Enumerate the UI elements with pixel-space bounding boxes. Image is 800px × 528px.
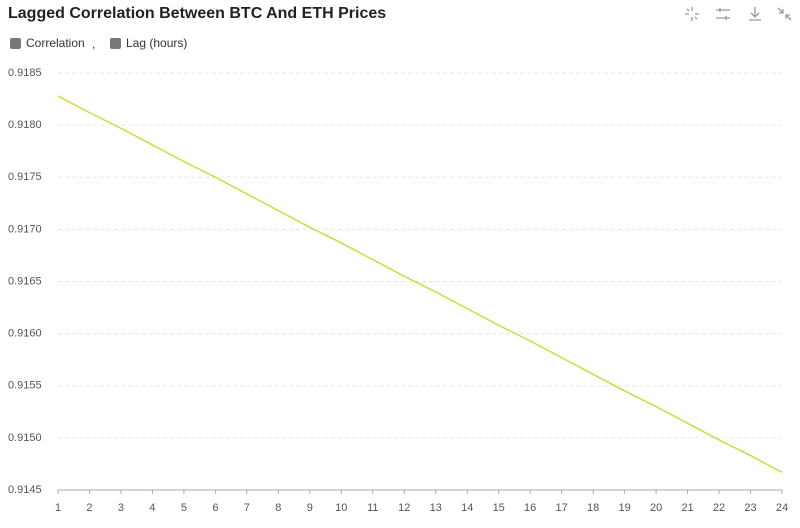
y-tick-label: 0.9145: [8, 484, 42, 496]
x-tick-label: 13: [430, 502, 442, 514]
x-tick-label: 19: [618, 502, 630, 514]
x-tick-label: 12: [398, 502, 410, 514]
collapse-icon[interactable]: [777, 7, 792, 21]
select-icon[interactable]: [685, 7, 699, 21]
legend-icon[interactable]: [10, 38, 21, 49]
x-tick-label: 17: [556, 502, 568, 514]
settings-tool[interactable]: [716, 8, 730, 20]
collapse-tool[interactable]: [777, 7, 792, 21]
legend-label[interactable]: Correlation: [26, 36, 85, 50]
x-tick-label: 20: [650, 502, 662, 514]
legend-separator: ,: [92, 37, 95, 51]
y-tick-label: 0.9185: [8, 67, 42, 79]
chart-title: Lagged Correlation Between BTC And ETH P…: [8, 5, 386, 22]
x-axis-label[interactable]: Lag (hours): [126, 36, 187, 50]
x-tick-label: 10: [335, 502, 347, 514]
select-tool[interactable]: [685, 7, 699, 21]
toolbar: [685, 7, 792, 21]
data-line: [57, 95, 783, 473]
x-tick-label: 14: [461, 502, 473, 514]
settings-icon[interactable]: [716, 8, 730, 20]
x-tick-label: 18: [587, 502, 599, 514]
y-tick-label: 0.9180: [8, 119, 42, 131]
x-tick-label: 4: [149, 502, 155, 514]
x-tick-label: 1: [55, 502, 61, 514]
y-tick-label: 0.9160: [8, 328, 42, 340]
y-tick-label: 0.9170: [8, 223, 42, 235]
x-tick-label: 9: [307, 502, 313, 514]
x-tick-label: 2: [86, 502, 92, 514]
x-tick-label: 21: [681, 502, 693, 514]
y-tick-label: 0.9165: [8, 275, 42, 287]
x-tick-label: 5: [181, 502, 187, 514]
x-tick-label: 7: [244, 502, 250, 514]
legend-icon[interactable]: [110, 38, 121, 49]
x-tick-label: 6: [212, 502, 218, 514]
x-tick-label: 23: [744, 502, 756, 514]
y-tick-label: 0.9175: [8, 171, 42, 183]
download-tool[interactable]: [749, 7, 761, 21]
y-tick-label: 0.9155: [8, 380, 42, 392]
x-tick-label: 24: [776, 502, 788, 514]
x-tick-label: 16: [524, 502, 536, 514]
x-tick-label: 22: [713, 502, 725, 514]
download-icon[interactable]: [749, 7, 761, 21]
x-tick-label: 3: [118, 502, 124, 514]
x-tick-label: 11: [367, 502, 378, 514]
x-tick-label: 8: [275, 502, 281, 514]
x-tick-label: 15: [493, 502, 505, 514]
y-tick-label: 0.9150: [8, 432, 42, 444]
